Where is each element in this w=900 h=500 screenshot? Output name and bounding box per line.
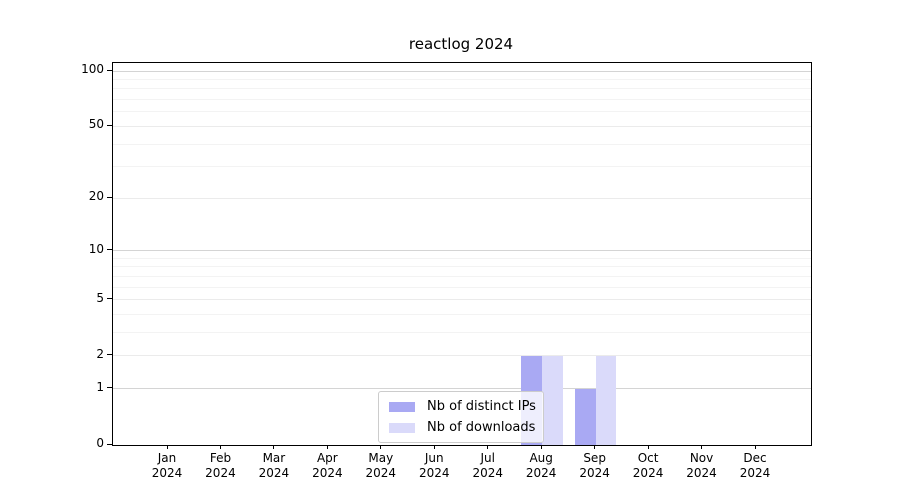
gridline-minor <box>113 166 811 168</box>
gridline-minor <box>113 78 811 80</box>
x-tick-label: May 2024 <box>365 451 397 480</box>
x-tick-label: Jul 2024 <box>472 451 503 480</box>
y-tick-mark <box>107 124 112 126</box>
y-tick-label: 20 <box>88 189 104 204</box>
x-tick-label: Jun 2024 <box>418 451 450 480</box>
gridline-minor <box>113 257 811 259</box>
x-tick-mark <box>754 445 756 449</box>
y-tick-label: 100 <box>81 62 104 76</box>
y-tick-mark <box>107 387 112 389</box>
gridline-major <box>113 299 811 301</box>
y-tick-mark <box>107 298 112 300</box>
gridline-major <box>113 388 811 390</box>
legend-item: Nb of downloads <box>389 420 536 435</box>
y-tick-mark <box>107 196 112 198</box>
x-tick-label: Oct 2024 <box>632 451 664 480</box>
legend: Nb of distinct IPs Nb of downloads <box>378 391 544 443</box>
gridline-minor <box>113 99 811 101</box>
x-tick-label: Feb 2024 <box>205 451 236 480</box>
legend-item-label: Nb of downloads <box>427 420 536 435</box>
gridline-major <box>113 250 811 252</box>
x-tick-mark <box>594 445 596 449</box>
x-tick-label: Aug 2024 <box>525 451 557 480</box>
gridline-minor <box>113 266 811 268</box>
gridline-minor <box>113 314 811 316</box>
x-tick-mark <box>380 445 382 449</box>
gridline-major <box>113 70 811 72</box>
bar-sep-series0 <box>574 388 596 445</box>
x-tick-mark <box>540 445 542 449</box>
plot-area <box>112 62 812 446</box>
x-tick-mark <box>433 445 435 449</box>
gridline-minor <box>113 286 811 288</box>
x-tick-mark <box>647 445 649 449</box>
x-tick-mark <box>219 445 221 449</box>
legend-swatch <box>389 422 415 433</box>
y-tick-label: 1 <box>96 379 104 394</box>
y-tick-mark <box>107 354 112 356</box>
x-tick-mark <box>273 445 275 449</box>
x-tick-mark <box>701 445 703 449</box>
y-tick-label: 0 <box>96 436 104 450</box>
x-tick-label: Dec 2024 <box>739 451 771 480</box>
y-tick-label: 2 <box>96 346 104 361</box>
gridline-major <box>113 197 811 199</box>
legend-item-label: Nb of distinct IPs <box>427 399 536 414</box>
y-tick-mark <box>107 69 112 71</box>
x-tick-mark <box>487 445 489 449</box>
gridline-minor <box>113 332 811 334</box>
gridline-minor <box>113 111 811 113</box>
bar-aug-series1 <box>542 355 564 445</box>
y-tick-mark <box>107 443 112 445</box>
x-tick-mark <box>166 445 168 449</box>
gridline-minor <box>113 88 811 90</box>
x-tick-label: Apr 2024 <box>312 451 343 480</box>
gridline-minor <box>113 143 811 145</box>
legend-item: Nb of distinct IPs <box>389 399 536 414</box>
gridline-major <box>113 125 811 127</box>
x-tick-label: Mar 2024 <box>258 451 290 480</box>
y-tick-label: 5 <box>96 290 104 305</box>
gridline-major <box>113 355 811 357</box>
gridline-minor <box>113 275 811 277</box>
y-tick-mark <box>107 249 112 251</box>
x-tick-label: Nov 2024 <box>686 451 717 480</box>
bar-sep-series1 <box>595 355 617 445</box>
y-tick-label: 10 <box>88 241 104 256</box>
x-tick-label: Sep 2024 <box>579 451 610 480</box>
legend-swatch <box>389 401 415 412</box>
x-tick-mark <box>326 445 328 449</box>
chart-title: reactlog 2024 <box>408 35 514 53</box>
x-tick-label: Jan 2024 <box>151 451 183 480</box>
y-tick-label: 50 <box>88 117 104 132</box>
